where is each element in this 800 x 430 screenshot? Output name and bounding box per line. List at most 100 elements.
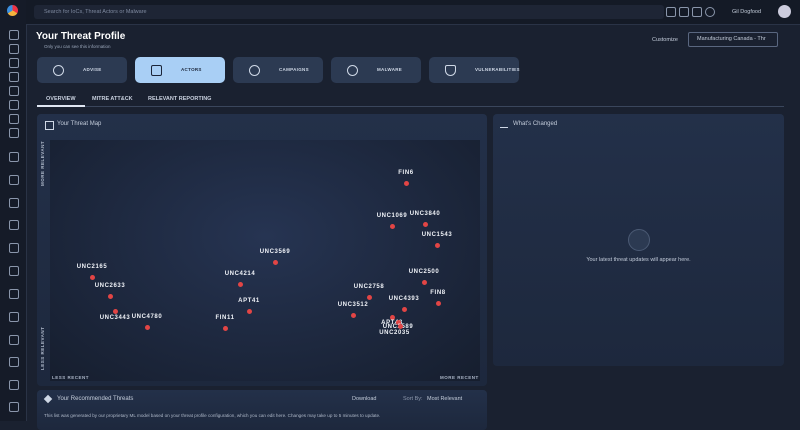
nav-icon[interactable] [9,58,19,68]
nav-icon[interactable] [9,198,19,208]
node-label: FIN6 [398,169,414,176]
tab[interactable]: RELEVANT REPORTING [148,96,212,102]
threat-node[interactable]: UNC1543 [422,232,452,248]
node-label: UNC4780 [131,313,163,320]
tab-divider [37,106,784,107]
node-label: FIN11 [215,314,235,321]
category-card[interactable]: VULNERABILITIES [429,57,519,83]
threat-map-panel: Your Threat Map MORE RELEVANT LESS RELEV… [37,114,487,386]
icon[interactable] [666,7,676,17]
nav-icon[interactable] [9,289,19,299]
nav-icon[interactable] [9,152,19,162]
threat-node[interactable]: UNC4214 [225,271,255,287]
empty-message: Your latest threat updates will appear h… [586,257,691,263]
sort-dropdown[interactable]: Most Relevant [427,396,463,402]
nav-icon[interactable] [9,243,19,253]
node-label: FIN8 [430,289,446,296]
active-tab-indicator [37,105,85,107]
download-button[interactable]: Download [352,396,377,402]
threat-node[interactable]: APT43 [381,314,402,326]
category-card[interactable]: CAMPAIGNS [233,57,323,83]
category-card[interactable]: ACTORS [135,57,225,83]
card-label: CAMPAIGNS [279,67,309,72]
threat-node[interactable]: UNC2035 [379,323,409,336]
recommended-panel: Your Recommended Threats Download Sort B… [37,390,487,430]
nav-icon[interactable] [9,72,19,82]
threat-node[interactable]: UNC3512 [338,302,368,318]
card-label: ACTORS [181,67,202,72]
logo [7,5,18,16]
node-label: UNC3512 [337,301,369,308]
card-label: MALWARE [377,67,403,72]
node-label: UNC3443 [99,314,131,321]
threat-node[interactable]: UNC3840 [410,211,440,227]
node-label: UNC2035 [379,329,410,336]
user-name[interactable]: Gil Dogfood [732,9,762,15]
nav-icon[interactable] [9,220,19,230]
sort-label: Sort By: [403,396,423,402]
profile-dropdown[interactable]: Manufacturing Canada - Thr [688,32,778,47]
customize[interactable]: Customize [652,37,678,43]
nav-icon[interactable] [9,30,19,40]
node-label: UNC4214 [224,270,256,277]
threat-node[interactable]: FIN6 [398,170,413,186]
nav-icon[interactable] [9,86,19,96]
nav-icon[interactable] [9,335,19,345]
threat-node[interactable]: UNC1069 [377,213,407,229]
node-label: UNC1543 [421,231,453,238]
threat-node[interactable]: UNC3443 [100,308,130,321]
node-label: UNC2633 [94,282,126,289]
nav-icon[interactable] [9,312,19,322]
icon[interactable] [692,7,702,17]
icon[interactable] [705,7,715,17]
page-title: Your Threat Profile [36,31,126,42]
node-label: UNC4393 [388,295,420,302]
threat-node[interactable]: UNC2758 [354,284,384,300]
threat-node[interactable]: FIN8 [430,290,445,306]
node-label: UNC3569 [259,248,291,255]
top-bar: Search for IoCs, Threat Actors or Malwar… [26,0,800,25]
threat-node[interactable]: UNC4780 [132,314,162,330]
avatar[interactable] [778,5,791,18]
node-label: UNC2758 [353,283,385,290]
pulse-icon [500,122,508,128]
subtitle: Only you can see this information [44,44,111,49]
y-axis-bottom: LESS RELEVANT [40,326,45,370]
threat-node[interactable]: APT41 [238,298,259,314]
icon[interactable] [679,7,689,17]
card-label: VULNERABILITIES [475,67,520,72]
threat-node[interactable]: UNC3569 [260,249,290,265]
nav-icon[interactable] [9,266,19,276]
panel-title: Your Recommended Threats [57,396,134,402]
page: Search for IoCs, Threat Actors or Malwar… [7,0,800,430]
tab[interactable]: MITRE ATT&CK [92,96,133,102]
node-label: UNC2165 [76,263,108,270]
nav-icon[interactable] [9,100,19,110]
nav-icon[interactable] [9,175,19,185]
threat-node[interactable]: UNC2165 [77,264,107,280]
note: This list was generated by our proprieta… [44,413,381,418]
empty-icon [628,229,650,251]
nav-icon[interactable] [9,128,19,138]
category-card[interactable]: ADVISE [37,57,127,83]
node-label: UNC2500 [408,268,440,275]
map-icon [45,121,54,130]
nav-icon[interactable] [9,402,19,412]
x-axis-right: MORE RECENT [440,375,479,380]
search-box[interactable]: Search for IoCs, Threat Actors or Malwar… [34,5,664,19]
nav-icon[interactable] [9,44,19,54]
map-area [50,140,480,381]
panel-title: What's Changed [513,121,558,127]
tab[interactable]: OVERVIEW [46,96,76,102]
node-label: APT43 [381,319,403,326]
nav-icon[interactable] [9,357,19,367]
threat-node[interactable]: FIN11 [215,315,234,331]
node-label: APT41 [238,297,260,304]
threat-node[interactable]: UNC2500 [409,269,439,285]
y-axis-top: MORE RELEVANT [40,140,45,186]
nav-icon[interactable] [9,380,19,390]
threat-node[interactable]: UNC2633 [95,283,125,299]
category-card[interactable]: MALWARE [331,57,421,83]
nav-icon[interactable] [9,114,19,124]
threat-node[interactable]: UNC4393 [389,296,419,312]
